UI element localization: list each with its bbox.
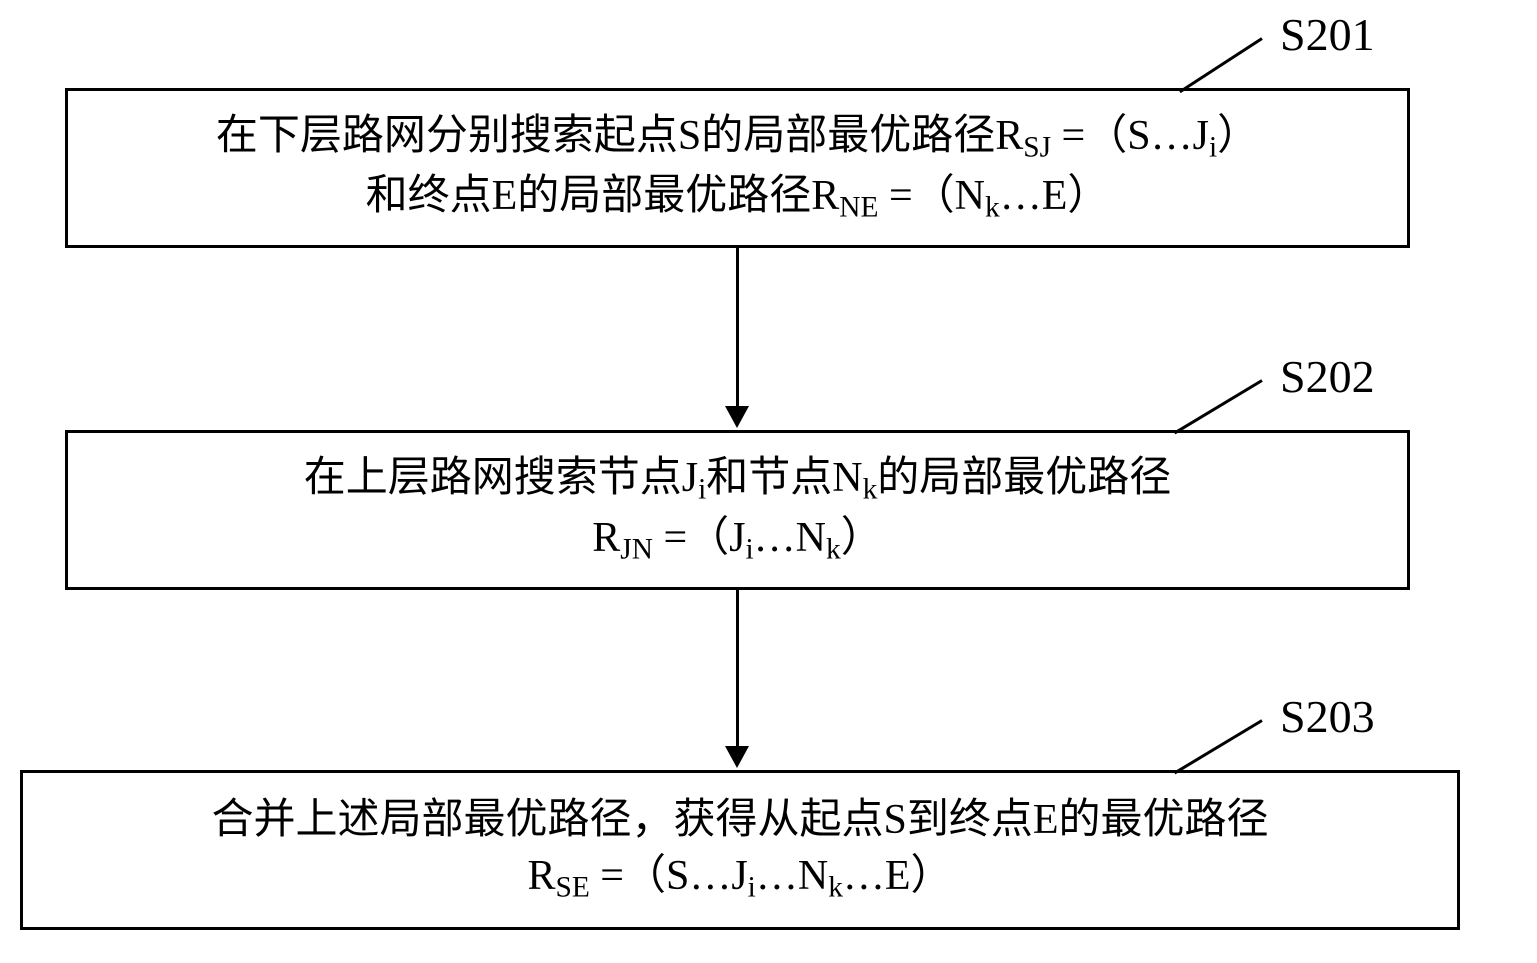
arrowhead-s201-s202	[725, 406, 749, 428]
arrowhead-s202-s203	[725, 746, 749, 768]
leader-s203	[1174, 719, 1263, 774]
connector-s202-s203	[736, 590, 739, 748]
step-s202-line2: RJN =（Ji…Nk）	[592, 510, 882, 570]
step-label-s203: S203	[1280, 690, 1375, 743]
step-s202-line1: 在上层路网搜索节点Ji和节点Nk的局部最优路径	[304, 450, 1172, 510]
step-s203-line2: RSE =（S…Ji…Nk…E）	[527, 848, 952, 908]
step-s201-line1: 在下层路网分别搜索起点S的局部最优路径RSJ =（S…Ji）	[216, 108, 1259, 168]
step-label-s202: S202	[1280, 350, 1375, 403]
step-s203-line1: 合并上述局部最优路径，获得从起点S到终点E的最优路径	[211, 792, 1268, 849]
step-label-s201: S201	[1280, 8, 1375, 61]
step-box-s202: 在上层路网搜索节点Ji和节点Nk的局部最优路径 RJN =（Ji…Nk）	[65, 430, 1410, 590]
leader-s202	[1174, 379, 1263, 434]
step-box-s201: 在下层路网分别搜索起点S的局部最优路径RSJ =（S…Ji） 和终点E的局部最优…	[65, 88, 1410, 248]
connector-s201-s202	[736, 248, 739, 408]
step-box-s203: 合并上述局部最优路径，获得从起点S到终点E的最优路径 RSE =（S…Ji…Nk…	[20, 770, 1460, 930]
step-s201-line2: 和终点E的局部最优路径RNE =（Nk…E）	[366, 168, 1110, 228]
leader-s201	[1179, 37, 1263, 93]
flowchart-canvas: S201 在下层路网分别搜索起点S的局部最优路径RSJ =（S…Ji） 和终点E…	[0, 0, 1537, 963]
